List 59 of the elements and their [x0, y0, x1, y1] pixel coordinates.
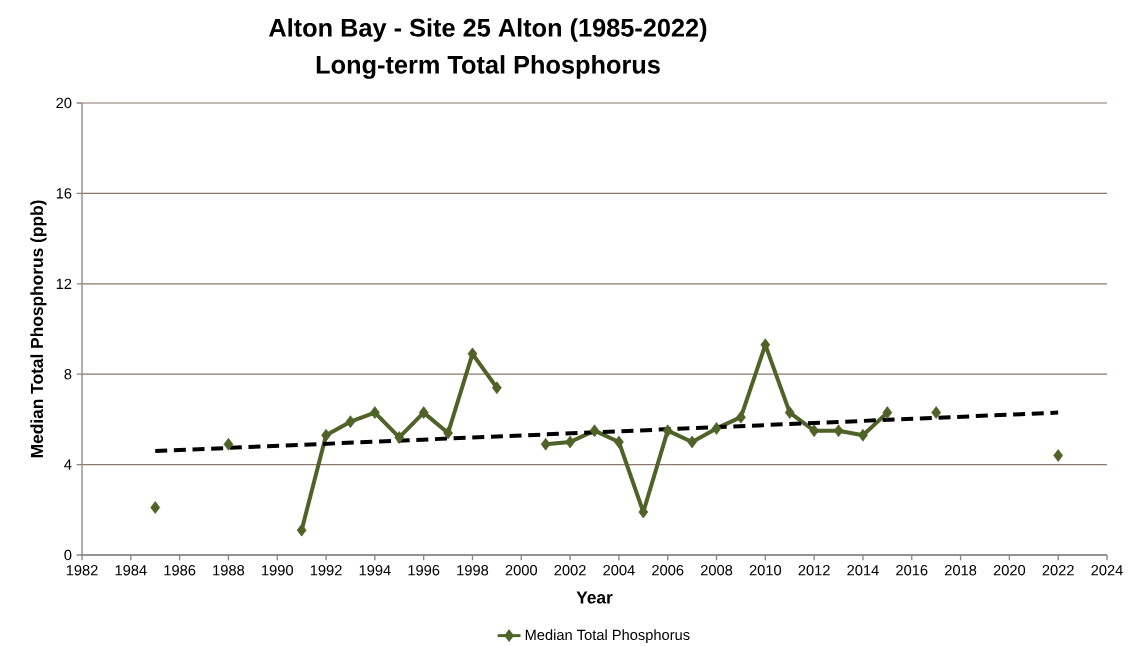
point [1053, 449, 1064, 462]
x-tick-label: 2010 [749, 565, 782, 576]
point [150, 501, 161, 514]
y-tick-label: 16 [56, 188, 72, 199]
point [882, 406, 893, 419]
x-tick-label: 1986 [164, 565, 196, 576]
point [931, 406, 941, 419]
x-tick-label: 1996 [408, 565, 440, 576]
legend-label: Median Total Phosphorus [525, 629, 690, 643]
x-tick-label: 1982 [66, 565, 98, 576]
point [418, 406, 429, 419]
point [784, 406, 795, 419]
x-tick-label: 2016 [896, 565, 928, 576]
x-tick-label: 2024 [1091, 565, 1123, 576]
point [467, 347, 478, 361]
x-tick-label: 1998 [457, 565, 489, 576]
point [687, 435, 697, 449]
point [711, 422, 722, 435]
y-tick-label: 0 [64, 549, 72, 561]
x-tick-label: 1990 [262, 565, 293, 576]
point [736, 410, 746, 424]
y-tick-label: 12 [56, 278, 72, 289]
point [809, 424, 819, 438]
point [614, 435, 624, 449]
x-tick-label: 1988 [213, 565, 245, 576]
point [833, 424, 844, 438]
point [662, 424, 673, 438]
chart-subtitle: Long-term Total Phosphorus [316, 55, 660, 79]
x-tick-label: 1994 [359, 565, 391, 576]
point [370, 406, 380, 419]
point [296, 523, 307, 537]
point [540, 437, 551, 451]
point [443, 426, 453, 440]
x-tick-label: 1992 [310, 565, 342, 576]
point [394, 431, 405, 444]
y-axis-title: Median Total Phosphorus (ppb) [30, 200, 47, 458]
x-tick-label: 2000 [505, 565, 538, 576]
x-tick-label: 2006 [652, 565, 684, 576]
x-tick-label: 2014 [847, 565, 879, 576]
x-tick-label: 2018 [944, 565, 977, 576]
x-tick-label: 2008 [700, 565, 733, 576]
y-tick-label: 4 [64, 459, 72, 470]
x-axis-title: Year [576, 591, 613, 604]
point [565, 435, 575, 449]
x-tick-label: 2022 [1042, 565, 1074, 576]
x-tick-label: 2004 [603, 565, 635, 576]
point [492, 381, 502, 395]
x-tick-label: 2002 [554, 565, 586, 576]
y-tick-label: 8 [64, 369, 72, 380]
point [589, 424, 600, 438]
point [345, 415, 356, 428]
x-tick-label: 2020 [993, 565, 1026, 576]
x-tick-label: 1984 [115, 565, 147, 576]
point [321, 428, 331, 442]
chart-title: Alton Bay - Site 25 Alton (1985-2022) [269, 18, 707, 42]
point [858, 428, 868, 442]
point [223, 437, 234, 451]
y-tick-label: 20 [56, 97, 72, 109]
x-tick-label: 2012 [798, 565, 830, 576]
